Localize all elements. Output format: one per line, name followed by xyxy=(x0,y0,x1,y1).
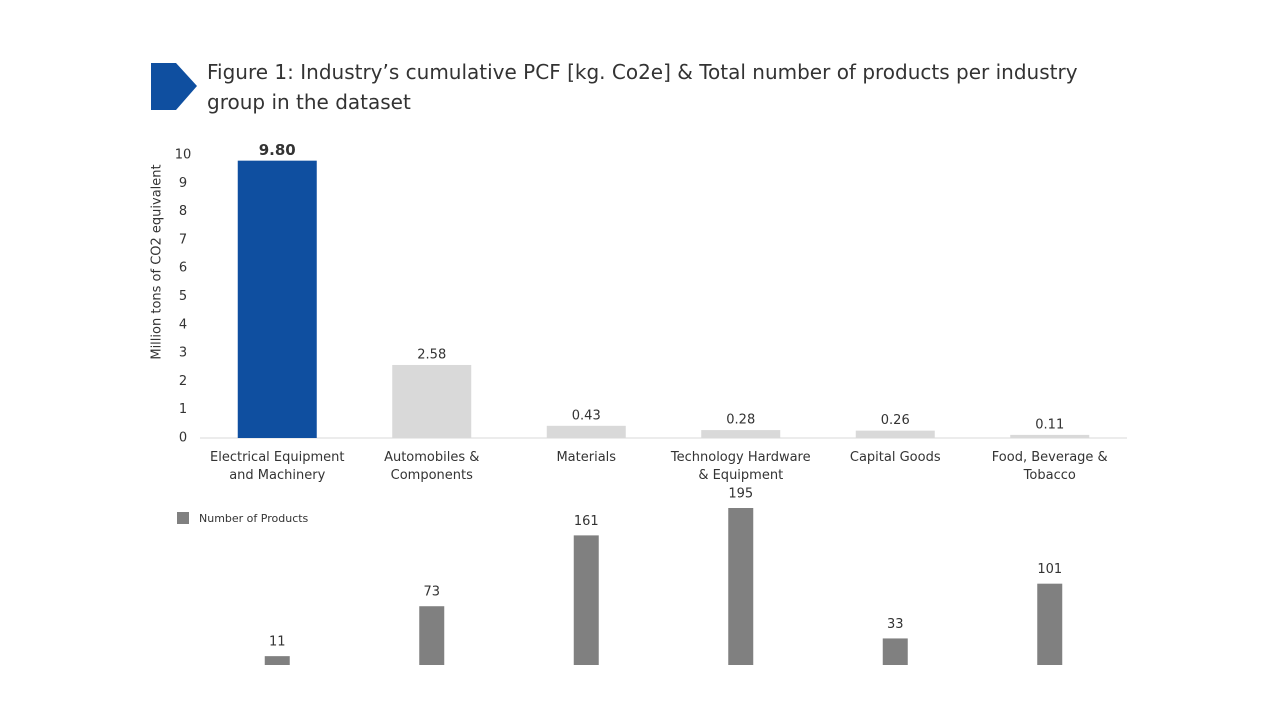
bar xyxy=(264,656,290,665)
data-label: 0.28 xyxy=(726,413,755,428)
data-label: 0.26 xyxy=(881,413,910,428)
data-label: 0.43 xyxy=(572,408,601,423)
slide-title: Figure 1: Industry’s cumulative PCF [kg.… xyxy=(207,60,1078,114)
y-tick-label: 0 xyxy=(179,431,187,446)
data-label: 9.80 xyxy=(259,141,296,159)
data-label: 195 xyxy=(728,487,753,502)
y-tick-label: 2 xyxy=(179,374,187,389)
bar xyxy=(1010,434,1090,438)
legend-swatch xyxy=(177,512,189,524)
x-tick-label: Automobiles & Components xyxy=(384,450,479,483)
bar xyxy=(882,638,908,665)
title-icon xyxy=(151,63,197,110)
y-tick-label: 4 xyxy=(179,317,187,332)
bar xyxy=(546,425,626,438)
x-tick-label: Materials xyxy=(556,450,616,465)
y-tick-label: 5 xyxy=(179,289,187,304)
bar xyxy=(237,160,317,438)
data-label: 101 xyxy=(1037,562,1062,577)
y-tick-label: 9 xyxy=(179,176,187,191)
data-label: 73 xyxy=(423,585,440,600)
y-tick-label: 6 xyxy=(179,261,187,276)
x-tick-label: Capital Goods xyxy=(850,450,941,465)
x-tick-label: Technology Hardware & Equipment xyxy=(670,450,811,483)
data-label: 33 xyxy=(887,617,904,632)
data-label: 11 xyxy=(269,635,286,650)
bar xyxy=(855,430,935,438)
y-axis-label: Million tons of CO2 equivalent xyxy=(150,164,165,359)
y-tick-label: 8 xyxy=(179,204,187,219)
bar xyxy=(392,364,472,438)
y-tick-label: 1 xyxy=(179,402,187,417)
y-tick-label: 10 xyxy=(175,148,192,163)
bar xyxy=(728,508,754,665)
y-tick-label: 3 xyxy=(179,346,187,361)
bar xyxy=(573,535,599,665)
x-tick-label: Electrical Equipment and Machinery xyxy=(210,450,344,483)
bar xyxy=(419,606,445,665)
data-label: 0.11 xyxy=(1035,417,1064,432)
bar xyxy=(701,430,781,438)
data-label: 161 xyxy=(574,514,599,529)
legend-label: Number of Products xyxy=(199,512,309,525)
x-tick-label: Food, Beverage & Tobacco xyxy=(992,450,1108,483)
data-label: 2.58 xyxy=(417,347,446,362)
bar xyxy=(1037,583,1063,665)
y-tick-label: 7 xyxy=(179,232,187,247)
